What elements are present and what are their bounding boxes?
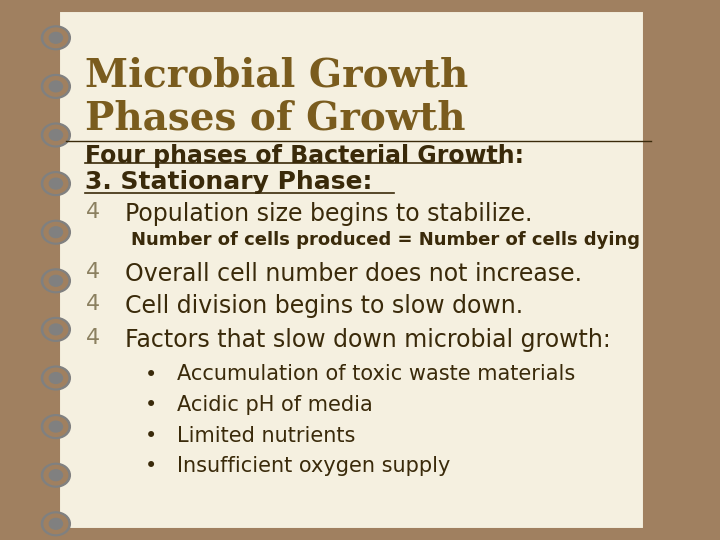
Circle shape xyxy=(44,368,68,388)
Text: 4: 4 xyxy=(86,262,99,282)
Circle shape xyxy=(44,320,68,339)
Circle shape xyxy=(49,178,63,189)
Circle shape xyxy=(44,222,68,242)
Circle shape xyxy=(49,32,63,43)
Text: •: • xyxy=(145,395,157,415)
Circle shape xyxy=(49,470,63,481)
Circle shape xyxy=(44,174,68,193)
Circle shape xyxy=(42,220,71,244)
Text: 4: 4 xyxy=(86,328,99,348)
Text: 4: 4 xyxy=(86,294,99,314)
Circle shape xyxy=(49,518,63,529)
Text: 4: 4 xyxy=(86,202,99,222)
Text: Microbial Growth: Microbial Growth xyxy=(86,57,469,94)
Circle shape xyxy=(49,227,63,238)
Circle shape xyxy=(44,514,68,534)
Circle shape xyxy=(49,81,63,92)
Text: Phases of Growth: Phases of Growth xyxy=(86,100,466,138)
Circle shape xyxy=(49,421,63,432)
Circle shape xyxy=(42,463,71,487)
Text: Number of cells produced = Number of cells dying: Number of cells produced = Number of cel… xyxy=(132,231,641,249)
Text: Acidic pH of media: Acidic pH of media xyxy=(178,395,373,415)
Text: •: • xyxy=(145,426,157,446)
Circle shape xyxy=(44,125,68,145)
Text: Limited nutrients: Limited nutrients xyxy=(178,426,356,446)
Circle shape xyxy=(49,130,63,140)
Circle shape xyxy=(49,275,63,286)
Circle shape xyxy=(42,415,71,438)
Circle shape xyxy=(42,269,71,293)
Text: Cell division begins to slow down.: Cell division begins to slow down. xyxy=(125,294,523,318)
Circle shape xyxy=(42,75,71,98)
Text: Insufficient oxygen supply: Insufficient oxygen supply xyxy=(178,456,451,476)
Text: Accumulation of toxic waste materials: Accumulation of toxic waste materials xyxy=(178,364,576,384)
Circle shape xyxy=(42,26,71,50)
Text: •: • xyxy=(145,364,157,384)
Text: Factors that slow down microbial growth:: Factors that slow down microbial growth: xyxy=(125,328,611,352)
Text: Population size begins to stabilize.: Population size begins to stabilize. xyxy=(125,202,532,226)
Text: •: • xyxy=(145,456,157,476)
Circle shape xyxy=(44,465,68,485)
Circle shape xyxy=(44,417,68,436)
Text: Four phases of Bacterial Growth:: Four phases of Bacterial Growth: xyxy=(86,144,524,168)
Circle shape xyxy=(42,318,71,341)
Circle shape xyxy=(44,77,68,96)
Circle shape xyxy=(49,324,63,335)
Circle shape xyxy=(42,366,71,390)
FancyBboxPatch shape xyxy=(59,11,644,529)
Circle shape xyxy=(42,172,71,195)
Circle shape xyxy=(49,373,63,383)
Circle shape xyxy=(42,123,71,147)
Circle shape xyxy=(44,28,68,48)
Text: Overall cell number does not increase.: Overall cell number does not increase. xyxy=(125,262,582,286)
Text: 3. Stationary Phase:: 3. Stationary Phase: xyxy=(86,170,373,194)
Circle shape xyxy=(42,512,71,536)
Circle shape xyxy=(44,271,68,291)
